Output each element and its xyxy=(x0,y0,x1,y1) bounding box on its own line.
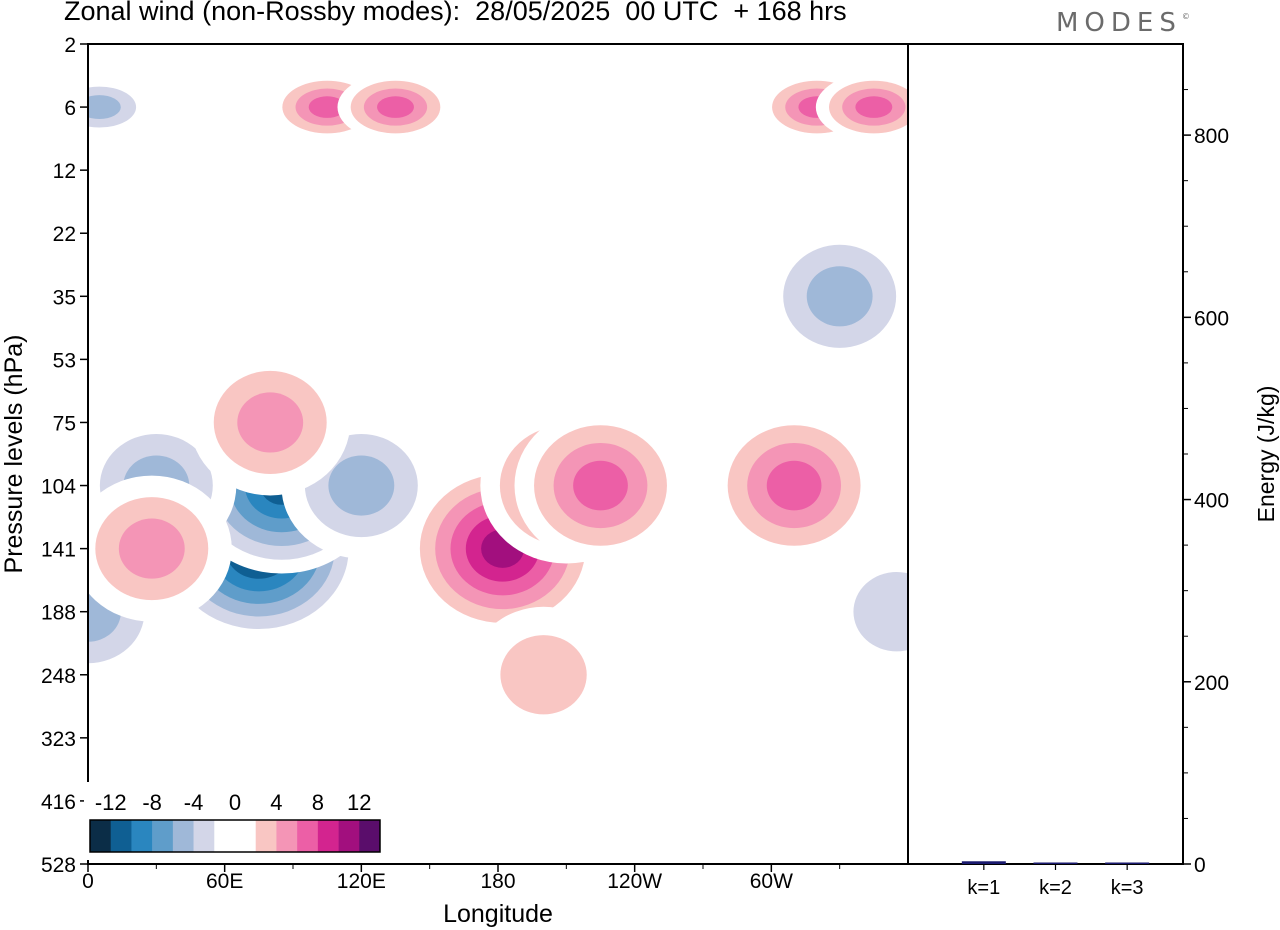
x-tick-label: 180 xyxy=(480,870,515,893)
y-tick-label: 188 xyxy=(41,602,76,625)
field-feature xyxy=(469,606,618,743)
energy-axis: 0 200 400 600 800 xyxy=(1183,89,1229,877)
colorbar-swatch xyxy=(90,820,112,852)
energy-category-label: k=3 xyxy=(1111,877,1144,899)
x-tick-label: 0 xyxy=(82,870,94,893)
colorbar-label: 4 xyxy=(270,790,282,815)
field-feature xyxy=(815,73,908,142)
field-feature xyxy=(822,543,908,680)
colorbar: -12 -8 -4 0 4 8 12 xyxy=(84,782,386,860)
energy-axis-label: Energy (J/kg) xyxy=(1253,386,1279,523)
x-tick-label: 120W xyxy=(607,870,662,893)
colorbar-frame xyxy=(89,819,381,853)
contour-level xyxy=(328,455,395,516)
modes-logo: MODES© xyxy=(1056,8,1190,38)
energy-bar xyxy=(1105,862,1150,864)
y-tick-label: 75 xyxy=(53,412,76,435)
contour-level xyxy=(237,392,304,453)
x-tick-label: 120E xyxy=(337,870,386,893)
y-tick-label: 22 xyxy=(53,223,76,246)
contour-level xyxy=(855,96,893,118)
y-axis-label: Pressure levels (hPa) xyxy=(0,335,28,574)
y-tick-label: 323 xyxy=(41,728,76,751)
contour-level xyxy=(573,460,628,511)
colorbar-swatch xyxy=(276,820,298,852)
energy-tick-label: 200 xyxy=(1194,672,1229,695)
y-tick-label: 6 xyxy=(64,97,76,120)
energy-bars: k=1 k=2 k=3 xyxy=(961,861,1150,899)
x-tick-label: 60E xyxy=(206,870,243,893)
colorbar-swatch xyxy=(317,820,339,852)
y-tick-label: 35 xyxy=(53,286,76,309)
field-feature xyxy=(759,223,908,370)
chart-title: Zonal wind (non-Rossby modes): 28/05/202… xyxy=(64,0,847,26)
x-tick-labels: 0 60E 120E 180 120W 60W xyxy=(82,870,793,893)
colorbar-swatch xyxy=(193,820,215,852)
x-axis-label: Longitude xyxy=(443,900,553,928)
y-tick-label: 416 xyxy=(41,791,76,814)
contour-level xyxy=(118,518,185,579)
contour-level xyxy=(88,95,121,120)
energy-bar xyxy=(961,861,1006,864)
contour-level xyxy=(766,460,822,511)
energy-tick-label: 800 xyxy=(1194,125,1229,148)
colorbar-swatch xyxy=(131,820,153,852)
x-tick-label: 60W xyxy=(750,870,793,893)
energy-bar xyxy=(1033,862,1078,864)
colorbar-swatch xyxy=(338,820,360,852)
field-feature xyxy=(88,78,152,137)
field-feature xyxy=(190,349,351,496)
field-feature xyxy=(88,475,232,622)
colorbar-swatch xyxy=(152,820,174,852)
colorbar-swatch xyxy=(235,820,257,852)
contour-level xyxy=(500,635,587,715)
colorbar-label: -12 xyxy=(95,790,127,815)
y-tick-label: 141 xyxy=(41,539,76,562)
colorbar-label: 0 xyxy=(229,790,241,815)
y-tick-label: 104 xyxy=(41,476,76,499)
logo-mark: © xyxy=(1181,12,1190,21)
contour-level xyxy=(806,266,873,327)
energy-frame xyxy=(907,43,1184,865)
energy-category-label: k=2 xyxy=(1039,877,1072,899)
y-tick-label: 53 xyxy=(53,349,76,372)
heatmap-field xyxy=(88,73,908,743)
colorbar-label: 12 xyxy=(347,790,371,815)
energy-category-label: k=1 xyxy=(967,877,1000,899)
contour-level xyxy=(308,96,346,118)
y-tick-label: 12 xyxy=(53,160,76,183)
colorbar-swatch xyxy=(214,820,236,852)
energy-tick-label: 600 xyxy=(1194,307,1229,330)
colorbar-label: -8 xyxy=(142,790,162,815)
field-feature xyxy=(337,73,454,142)
colorbar-swatch xyxy=(110,820,132,852)
energy-tick-label: 0 xyxy=(1194,854,1206,877)
energy-tick-label: 400 xyxy=(1194,490,1229,513)
colorbar-label: 8 xyxy=(312,790,324,815)
colorbar-swatch xyxy=(359,820,381,852)
contour-level xyxy=(377,96,414,118)
field-feature xyxy=(514,407,687,564)
logo-text: MODES xyxy=(1056,8,1182,38)
colorbar-swatch xyxy=(172,820,194,852)
field-feature xyxy=(708,407,881,564)
contour-level xyxy=(853,572,908,652)
colorbar-swatch xyxy=(297,820,319,852)
colorbar-label: -4 xyxy=(184,790,204,815)
y-tick-label: 248 xyxy=(41,665,76,688)
colorbar-swatch xyxy=(255,820,277,852)
y-tick-labels: 2 6 12 22 35 53 75 104 141 188 248 323 416 528 xyxy=(41,34,76,877)
y-tick-label: 528 xyxy=(41,854,76,877)
y-tick-label: 2 xyxy=(64,34,76,57)
